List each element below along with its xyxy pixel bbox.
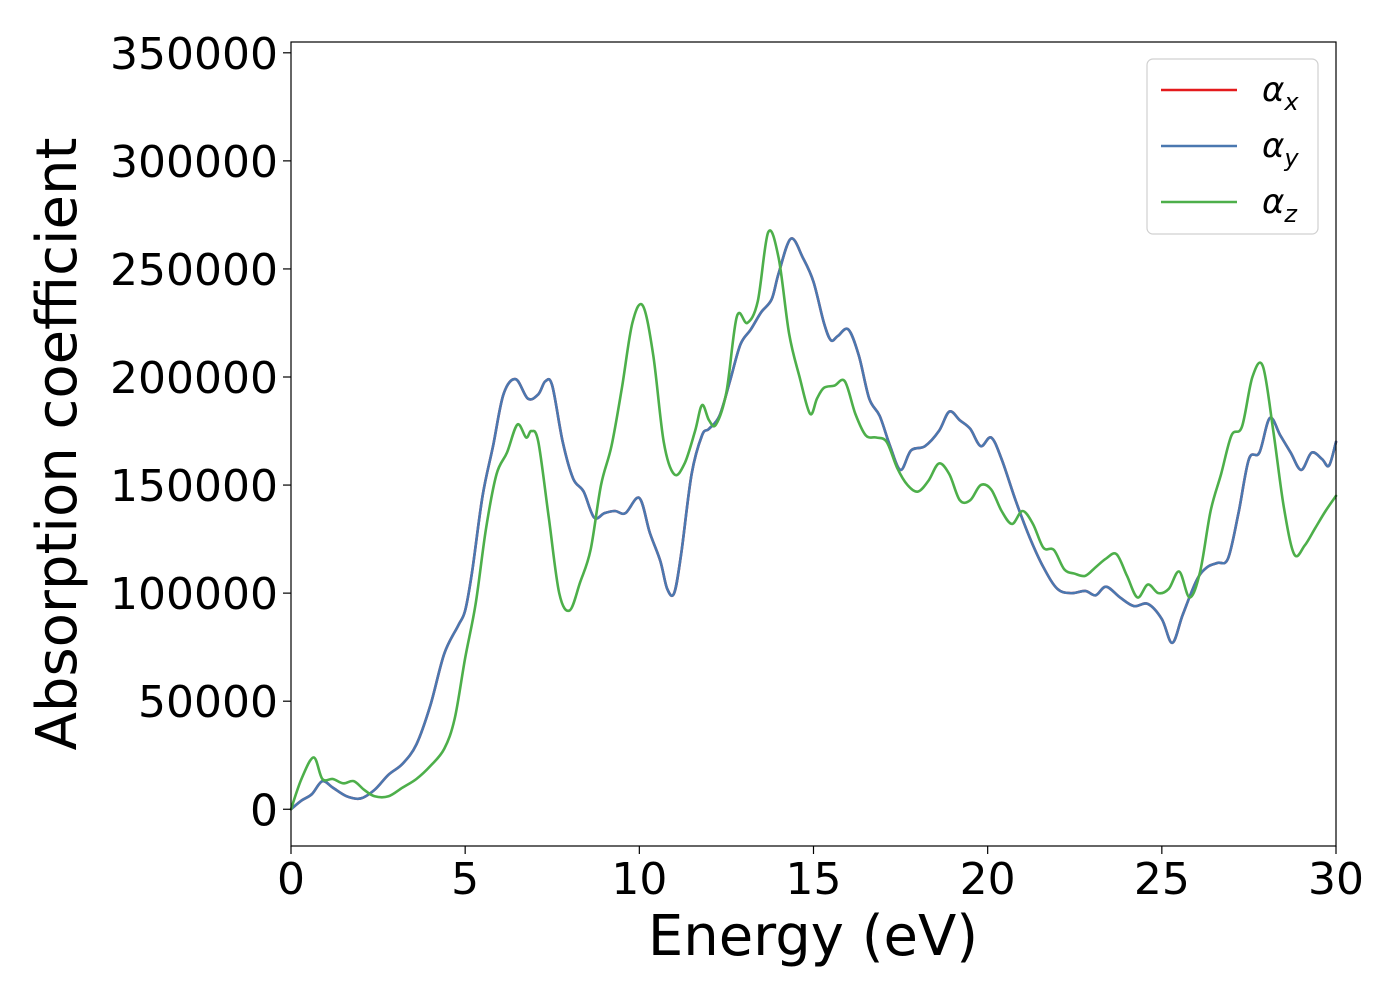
x-tick-label: 15 <box>786 854 842 905</box>
legend-subscript: y <box>1283 144 1299 172</box>
x-axis-ticks: 0 5 10 15 20 25 30 <box>277 846 1364 905</box>
y-axis-ticks: 0 50000 100000 150000 200000 250000 300000 3500… <box>110 29 291 836</box>
x-tick-label: 30 <box>1308 854 1364 905</box>
y-tick-label: 100000 <box>110 569 278 620</box>
y-tick-label: 300000 <box>110 137 278 188</box>
y-tick-label: 50000 <box>138 677 278 728</box>
series-line-z <box>289 229 1338 811</box>
legend-subscript: z <box>1283 200 1298 228</box>
x-tick-label: 0 <box>277 854 305 905</box>
legend-subscript: x <box>1283 88 1299 116</box>
y-tick-label: 350000 <box>110 29 278 80</box>
y-tick-label: 0 <box>250 785 278 836</box>
y-tick-label: 250000 <box>110 245 278 296</box>
x-axis-title: Energy (eV) <box>648 904 978 969</box>
y-axis-title: Absorption coefficient <box>25 138 90 751</box>
x-tick-label: 5 <box>451 854 479 905</box>
y-tick-label: 200000 <box>110 353 278 404</box>
x-tick-label: 20 <box>960 854 1016 905</box>
x-tick-label: 25 <box>1134 854 1190 905</box>
x-tick-label: 10 <box>611 854 667 905</box>
y-tick-label: 150000 <box>110 461 278 512</box>
series-layer <box>289 229 1338 811</box>
series-line-y <box>289 237 1338 811</box>
